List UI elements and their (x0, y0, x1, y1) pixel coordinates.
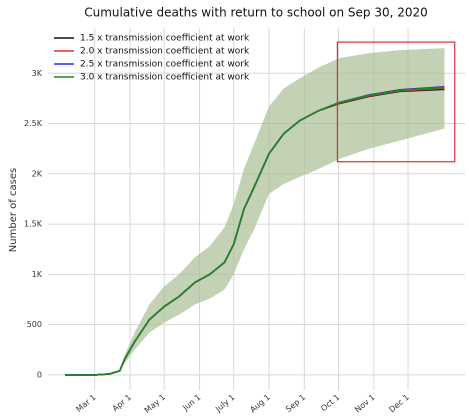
x-tick-label: July 1 (213, 393, 236, 415)
x-tick-label: Oct 1 (319, 393, 341, 414)
highlight-box (336, 41, 456, 163)
x-tick-label: Mar 1 (74, 393, 97, 415)
x-tick-label: Jun 1 (180, 393, 202, 413)
x-tick-label: Sep 1 (284, 393, 307, 414)
x-tick-label: May 1 (143, 393, 167, 415)
x-tick-label: Dec 1 (387, 393, 410, 415)
legend-label: 2.5 x transmission coefficient at work (80, 60, 250, 70)
y-tick-label: 1K (32, 270, 43, 279)
chart-title: Cumulative deaths with return to school … (84, 6, 428, 20)
y-tick-label: 1.5K (24, 220, 43, 229)
x-tick-label: Nov 1 (353, 393, 377, 415)
y-tick-label: 500 (27, 320, 42, 329)
y-tick-label: 3K (32, 69, 43, 78)
legend-label: 2.0 x transmission coefficient at work (80, 47, 250, 57)
series-line (65, 86, 445, 376)
confidence-band (65, 48, 445, 375)
y-tick-label: 0 (37, 370, 42, 379)
legend-label: 1.5 x transmission coefficient at work (80, 34, 250, 44)
y-tick-label: 2K (32, 169, 43, 178)
x-tick-label: Aug 1 (248, 393, 272, 415)
x-tick-label: Apr 1 (111, 393, 133, 414)
legend-label: 3.0 x transmission coefficient at work (80, 73, 250, 83)
y-axis-label: Number of cases (8, 168, 19, 252)
y-tick-label: 2.5K (24, 119, 43, 128)
